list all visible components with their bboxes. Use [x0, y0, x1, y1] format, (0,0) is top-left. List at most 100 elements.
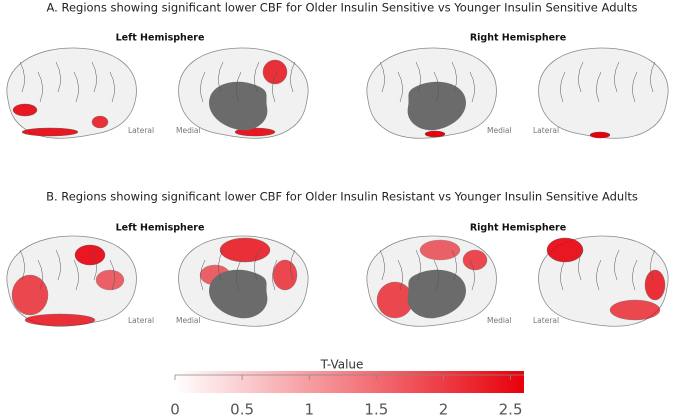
- view-label: Lateral: [128, 316, 154, 325]
- medial-wall: [407, 81, 466, 131]
- region: [95, 269, 125, 291]
- sulcus: [272, 71, 278, 103]
- region: [546, 237, 584, 263]
- hemisphere-label: Right Hemisphere: [470, 223, 566, 234]
- sulcus: [55, 249, 61, 281]
- brain: [538, 235, 669, 327]
- hemisphere-label: Left Hemisphere: [116, 33, 205, 44]
- sulcus: [254, 61, 260, 93]
- medial-wall: [407, 269, 466, 319]
- sulcus: [272, 259, 278, 291]
- region: [91, 115, 109, 129]
- sulcus: [19, 61, 25, 93]
- region: [609, 299, 661, 321]
- sulcus: [614, 61, 620, 93]
- sulcus: [433, 259, 439, 291]
- tick-label: 0.5: [230, 401, 254, 419]
- view-label: Lateral: [533, 316, 559, 325]
- sulcus: [109, 71, 115, 103]
- sulcus: [379, 61, 385, 93]
- sulcus: [650, 61, 656, 93]
- sulcus: [397, 259, 403, 291]
- sulcus: [19, 249, 25, 281]
- sulcus: [218, 249, 224, 281]
- tick-label: 1.5: [364, 401, 388, 419]
- tick-label: 0: [170, 401, 180, 419]
- brain: [366, 47, 497, 139]
- panel-title: A. Regions showing significant lower CBF…: [47, 1, 638, 15]
- view-label: Medial: [487, 126, 512, 135]
- sulcus: [109, 259, 115, 291]
- sulcus: [91, 61, 97, 93]
- sulcus: [632, 259, 638, 291]
- sulcus: [290, 61, 296, 93]
- medial-wall: [209, 81, 268, 131]
- sulcus: [254, 249, 260, 281]
- region: [424, 130, 446, 138]
- brain: [178, 235, 309, 327]
- region: [376, 281, 414, 319]
- colorbar: [175, 371, 524, 393]
- view-label: Lateral: [533, 126, 559, 135]
- brain: [6, 47, 137, 139]
- region: [589, 131, 611, 139]
- region: [12, 103, 38, 117]
- sulcus: [650, 249, 656, 281]
- brain: [6, 235, 137, 327]
- sulcus: [200, 259, 206, 291]
- view-label: Medial: [176, 126, 201, 135]
- medial-wall: [209, 269, 268, 319]
- panel-title: B. Regions showing significant lower CBF…: [46, 190, 638, 204]
- sulcus: [379, 249, 385, 281]
- sulcus: [91, 249, 97, 281]
- sulcus: [200, 71, 206, 103]
- sulcus: [73, 71, 79, 103]
- sulcus: [236, 71, 242, 103]
- brain: [538, 47, 669, 139]
- sulcus: [451, 249, 457, 281]
- tick-label: 2: [439, 401, 449, 419]
- region: [419, 239, 461, 261]
- view-label: Medial: [176, 316, 201, 325]
- region: [462, 249, 488, 271]
- brain: [178, 47, 309, 139]
- region: [219, 237, 271, 263]
- region: [21, 127, 79, 137]
- hemisphere-label: Left Hemisphere: [116, 223, 205, 234]
- tick-label: 2.5: [499, 401, 523, 419]
- colorbar-title: T-Value: [320, 358, 364, 372]
- sulcus: [397, 71, 403, 103]
- region: [74, 244, 106, 266]
- brain-outline: [538, 47, 669, 139]
- sulcus: [433, 71, 439, 103]
- view-label: Lateral: [128, 126, 154, 135]
- sulcus: [218, 61, 224, 93]
- view-label: Medial: [487, 316, 512, 325]
- hemisphere-label: Right Hemisphere: [470, 33, 566, 44]
- sulcus: [415, 61, 421, 93]
- brain-outline: [6, 47, 137, 139]
- tick-label: 1: [304, 401, 314, 419]
- sulcus: [578, 61, 584, 93]
- brain: [366, 235, 497, 327]
- sulcus: [596, 71, 602, 103]
- sulcus: [469, 259, 475, 291]
- sulcus: [415, 249, 421, 281]
- sulcus: [290, 249, 296, 281]
- sulcus: [37, 71, 43, 103]
- sulcus: [596, 259, 602, 291]
- sulcus: [73, 259, 79, 291]
- sulcus: [236, 259, 242, 291]
- sulcus: [614, 249, 620, 281]
- region: [262, 59, 288, 85]
- region: [11, 274, 49, 316]
- sulcus: [37, 259, 43, 291]
- sulcus: [560, 71, 566, 103]
- region: [644, 269, 666, 301]
- sulcus: [469, 71, 475, 103]
- sulcus: [632, 71, 638, 103]
- sulcus: [55, 61, 61, 93]
- sulcus: [560, 259, 566, 291]
- region: [24, 313, 96, 327]
